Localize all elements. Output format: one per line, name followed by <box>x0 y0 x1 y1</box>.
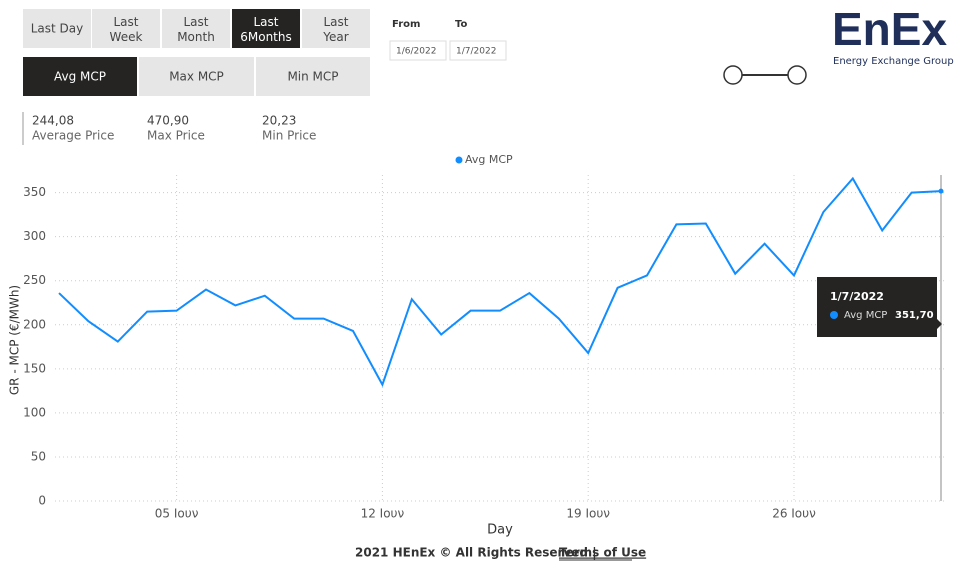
x-tick-label: 19 Ιουν <box>566 507 610 521</box>
y-tick-label: 150 <box>23 361 46 375</box>
y-tick-label: 250 <box>23 273 46 287</box>
period-button[interactable] <box>302 9 370 48</box>
tooltip-series: Avg MCP <box>844 310 887 321</box>
x-tick-label: 05 Ιουν <box>155 507 199 521</box>
y-axis-label: GR - MCP (€/MWh) <box>8 285 22 395</box>
tooltip-title: 1/7/2022 <box>830 290 884 303</box>
period-button[interactable] <box>23 9 91 48</box>
measure-tab-label[interactable]: Avg MCP <box>54 70 106 84</box>
period-button-label[interactable]: Last Year <box>322 15 348 44</box>
to-label: To <box>455 19 467 30</box>
legend-marker <box>455 156 463 164</box>
logo: EnEx <box>832 3 947 55</box>
y-tick-label: 200 <box>23 317 46 331</box>
slider-handle[interactable] <box>723 65 743 85</box>
tooltip-pointer <box>937 319 942 329</box>
period-button[interactable] <box>162 9 230 48</box>
to-input[interactable] <box>449 40 507 61</box>
x-axis-label: Day <box>487 523 513 538</box>
period-button-label[interactable]: Last Day <box>31 22 84 36</box>
slider-handle[interactable] <box>787 65 807 85</box>
measure-tab[interactable] <box>139 57 254 96</box>
measure-tab[interactable] <box>23 57 137 96</box>
terms-link[interactable]: Terms of Use <box>559 546 646 560</box>
x-tick-label: 12 Ιουν <box>361 507 405 521</box>
tooltip-marker <box>830 311 838 319</box>
footer-text: 2021 HEnEx © All Rights Reserved | <box>355 546 597 560</box>
y-tick-label: 100 <box>23 405 46 419</box>
kpi-label: Min Price <box>262 129 316 143</box>
kpi-value: 470,90 <box>147 114 189 128</box>
kpi-label: Average Price <box>32 129 114 143</box>
hover-point <box>938 188 944 194</box>
from-label: From <box>392 19 420 30</box>
y-tick-label: 50 <box>31 449 46 463</box>
period-button[interactable] <box>92 9 160 48</box>
measure-tab[interactable] <box>256 57 370 96</box>
x-tick-label: 26 Ιουν <box>772 507 816 521</box>
period-button-label[interactable]: Last Week <box>110 15 143 44</box>
measure-tab-label[interactable]: Min MCP <box>287 70 338 84</box>
period-button[interactable] <box>232 9 300 48</box>
period-button-label[interactable]: Last 6Months <box>240 15 292 44</box>
data-line <box>58 176 942 388</box>
kpi-value: 20,23 <box>262 114 296 128</box>
kpi-label: Max Price <box>147 129 205 143</box>
kpi-value: 244,08 <box>32 114 74 128</box>
legend-label: Avg MCP <box>465 153 513 166</box>
logo-tagline: Energy Exchange Group <box>833 56 954 67</box>
measure-tab-label[interactable]: Max MCP <box>169 70 224 84</box>
y-tick-label: 350 <box>23 185 46 199</box>
y-tick-label: 0 <box>38 494 46 508</box>
tooltip-value: 351,70 <box>895 310 934 321</box>
from-input[interactable] <box>389 40 447 61</box>
period-button-label[interactable]: Last Month <box>177 15 215 44</box>
tooltip <box>817 277 937 337</box>
to-value[interactable]: 1/7/2022 <box>456 47 496 57</box>
y-tick-label: 300 <box>23 229 46 243</box>
from-value[interactable]: 1/6/2022 <box>396 47 436 57</box>
